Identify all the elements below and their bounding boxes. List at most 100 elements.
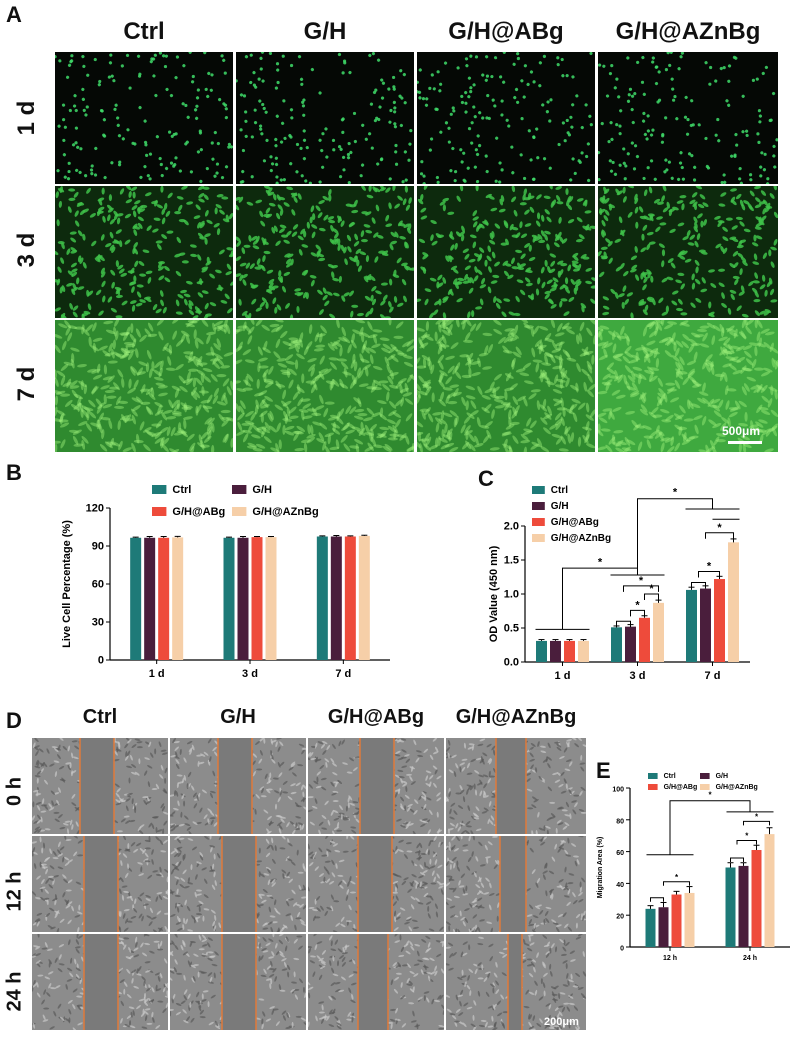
significance-bracket [669,800,751,855]
legend-label: G/H@ABg [664,784,698,791]
y-tick-label: 30 [92,617,104,629]
legend-label: G/H [551,501,569,512]
x-tick-label: 1 d [149,668,165,680]
significance-bracket [650,897,664,902]
panel-a-scale-bar [728,441,762,444]
y-tick-label: 0 [98,655,104,667]
bar [738,865,749,947]
panel-a-col-ghabg: G/H@ABg [448,18,564,45]
legend-label: G/H@ABg [172,506,225,518]
legend-swatch [232,507,247,516]
bar [671,894,682,947]
y-tick-label: 60 [616,850,624,857]
legend-swatch [700,773,710,779]
legend-swatch [532,502,545,510]
legend-label: G/H@AZnBg [252,506,318,518]
legend-swatch [152,485,167,494]
legend-swatch [152,507,167,516]
fluorescence-image [236,52,414,184]
bar [237,537,249,660]
panel-a-scale-label: 500μm [722,424,761,438]
significance-bracket [691,581,706,589]
legend-label: G/H@AZnBg [551,533,611,544]
panel-a-row-1d: 1 d [13,100,40,136]
bar [251,537,263,660]
fluorescence-image [417,52,595,184]
bar [611,627,622,662]
significance-bracket [698,571,720,578]
bar [172,537,184,660]
significance-mark: * [673,486,678,498]
panel-a-row-3d: 3 d [13,232,40,268]
significance-bracket [562,567,638,630]
bar [330,536,342,660]
bar [653,602,664,662]
significance-bracket [637,498,713,575]
significance-mark: * [635,599,640,611]
panel-d-row-0h: 0 h [3,777,26,806]
legend-swatch [532,518,545,526]
x-tick-label: 3 d [630,670,646,682]
significance-bracket [736,839,757,845]
bar [686,589,697,662]
significance-bracket [730,857,744,862]
panel-a-col-gh: G/H [303,18,347,45]
fluorescence-image [236,186,414,318]
legend-swatch [648,773,658,779]
legend-label: G/H@ABg [551,517,599,528]
bar [645,908,656,947]
y-tick-label: 1.5 [504,555,519,567]
x-tick-label: 3 d [242,668,258,680]
bar [728,542,739,662]
panel-d-col-ctrl: Ctrl [82,706,118,728]
bar [265,537,277,660]
bar [751,850,762,947]
significance-mark: * [717,522,722,534]
scratch-assay-image [32,738,168,834]
scratch-assay-image [446,738,586,834]
fluorescence-image [236,320,414,452]
legend-label: Ctrl [172,484,191,496]
legend-swatch [232,485,247,494]
significance-bracket [743,820,770,826]
bar [658,907,669,947]
significance-mark: * [707,561,712,573]
panel-d-scale-label: 200μm [544,1016,579,1028]
panel-b-chart: 0 30 60 90 120 Live Cell Percentage (%) 1 d 3 d… [61,484,390,680]
y-axis-label: Migration Area (%) [597,837,604,899]
scratch-assay-image [170,934,306,1030]
bar [158,537,170,660]
panel-d-row-24h: 24 h [3,971,26,1012]
panel-d-col-ghaznbg: G/H@AZnBg [455,706,577,728]
y-tick-label: 2.0 [504,521,519,533]
y-tick-label: 20 [616,914,624,921]
fluorescence-image [417,186,595,318]
panel-e-chart: 0 20 40 60 80 100 Migration Area (%) 12 h 24 h Ct… [597,773,790,962]
significance-mark: * [649,583,654,595]
panel-d-col-ghabg: G/H@ABg [327,706,425,728]
bar [536,640,547,662]
panel-e-label: E [596,758,611,783]
x-tick-label: 24 h [743,955,757,962]
y-axis-label: OD Value (450 nm) [488,545,500,642]
x-tick-label: 1 d [555,670,571,682]
bar [725,867,736,947]
y-tick-label: 0.0 [504,657,519,669]
significance-bracket [663,881,690,886]
bar [764,834,775,947]
y-axis-label: Live Cell Percentage (%) [61,520,73,648]
bar [578,640,589,662]
bar [358,535,370,660]
panel-d-col-gh: G/H [220,706,256,728]
panel-a-label: A [6,2,22,27]
bar [639,617,650,662]
panel-a-col-ghaznbg: G/H@AZnBg [615,18,761,45]
significance-bracket [616,620,631,628]
legend-label: G/H@AZnBg [716,784,758,791]
bar [700,588,711,662]
panel-b-label: B [6,460,22,485]
bar [130,537,142,660]
legend-swatch [648,784,658,790]
legend-label: G/H [252,484,272,496]
y-tick-label: 1.0 [504,589,519,601]
